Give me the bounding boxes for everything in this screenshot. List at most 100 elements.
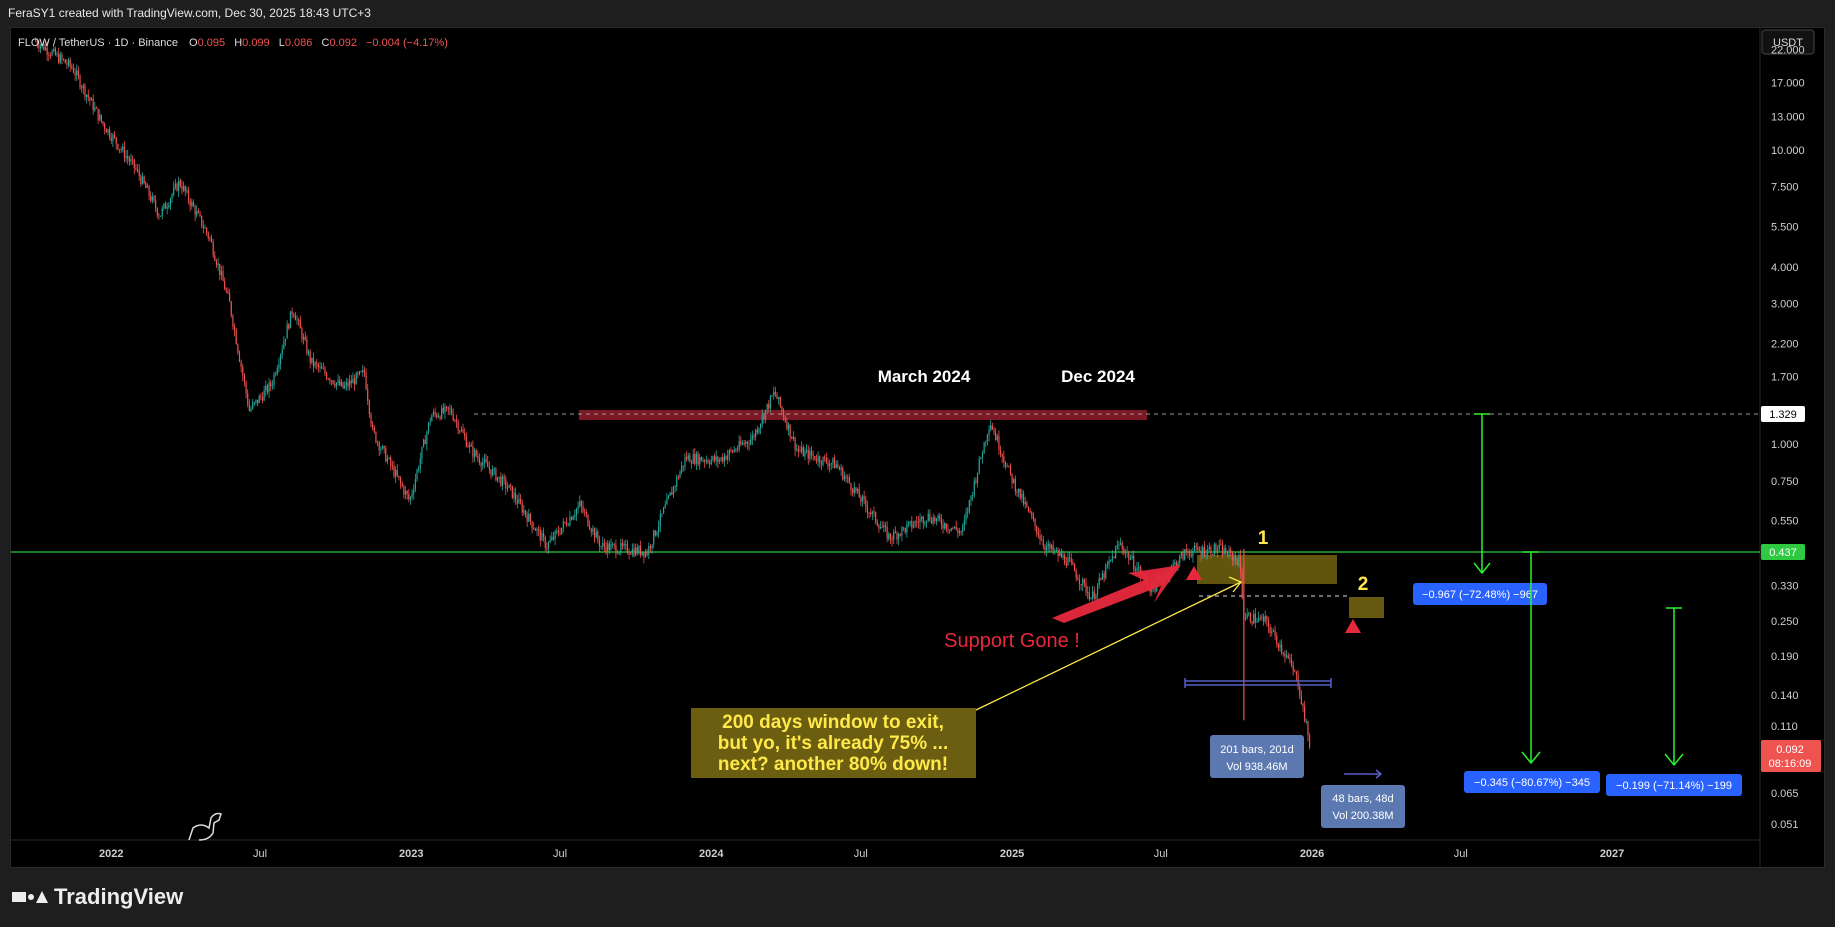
price-tick: 5.500 [1771,221,1799,233]
candle-body [639,546,642,556]
candle-body [621,543,624,546]
warning-marker-1[interactable] [1186,566,1202,580]
candle-body [643,552,645,557]
warning-marker-2[interactable] [1345,619,1361,633]
candle-body [324,368,326,374]
measure-label-3 [1606,774,1742,796]
candle-body [69,59,71,67]
callout-box[interactable]: 200 days window to exit, but yo, it's al… [691,708,976,778]
candle-body [929,513,931,521]
candle-body [736,448,739,451]
candle-body [330,380,333,382]
price-tick: 3.000 [1771,299,1799,311]
price-tick: 0.065 [1771,788,1799,800]
price-tick: 1.700 [1771,371,1799,383]
price-tick: 7.500 [1771,182,1799,194]
callout-connector[interactable] [975,581,1242,711]
candle-body [993,429,995,433]
candle-body [1092,591,1094,598]
candle-body [988,429,990,435]
candle-body [447,406,449,410]
measure-arrow-2[interactable]: −0.345 (−80.67%) −345 [1464,551,1600,793]
candle-body [812,455,814,457]
candle-body [1216,549,1219,552]
candle-body [865,499,867,507]
currency-button[interactable] [1761,29,1815,55]
candle-body [312,357,315,367]
price-tick: 0.330 [1771,581,1799,593]
candle-body [976,472,979,483]
candle-body [593,528,596,538]
candle-body [1085,582,1087,593]
candle-body [773,391,775,396]
candle-body [794,437,796,450]
chart-svg[interactable]: USDT 22.00017.00013.00010.0007.5005.5004… [11,28,1824,867]
price-tick: 0.250 [1771,616,1799,628]
candle-body [1179,555,1181,564]
candle-body [886,526,888,539]
candle-body [1039,535,1041,540]
support-gone-label[interactable]: Support Gone ! [944,630,1080,652]
candle-body [845,476,847,478]
tradingview-brand[interactable]: TradingView [12,884,183,910]
candle-body [1049,543,1051,549]
candle-body [1228,549,1230,557]
candle-body [429,421,431,423]
consolidation-zone-2[interactable] [1349,597,1384,618]
candle-body [498,476,500,478]
candle-body [1238,555,1240,565]
candle-body [396,470,398,476]
candle-body [265,385,267,391]
candle-body [927,513,929,521]
candle-body [1001,454,1003,457]
candle-body [902,527,905,529]
zone-1-label[interactable]: 1 [1258,528,1269,549]
candle-body [658,526,660,532]
candle-body [907,522,910,525]
symbol-legend[interactable]: FLOW / TetherUS · 1D · Binance O0.095 H0… [18,37,448,49]
candle-body [653,530,655,545]
candle-body [309,351,311,363]
candle-body [56,53,58,55]
range-tool-2[interactable]: 48 bars, 48d Vol 200.38M [1321,769,1405,828]
candle-body [1184,549,1186,560]
resistance-price-tag [1761,406,1805,422]
candle-body [365,372,367,390]
range-tool-1[interactable]: 201 bars, 201d Vol 938.46M [1184,678,1332,778]
candle-body [985,441,987,443]
candle-body [600,546,602,547]
price-tick: 0.051 [1771,819,1799,831]
candle-body [490,469,492,476]
zone-2-label[interactable]: 2 [1358,574,1369,595]
candle-body [1021,493,1023,499]
candle-body [552,536,555,540]
consolidation-zone-1[interactable] [1197,555,1337,584]
candle-body [681,465,683,472]
dino-icon[interactable] [188,812,222,841]
dec-2024-label[interactable]: Dec 2024 [1061,367,1135,386]
candle-body [455,420,458,422]
candle-body [1096,585,1099,595]
candle-body [779,397,781,407]
candle-body [598,539,601,547]
candle-body [930,520,933,524]
candle-body [138,169,140,177]
measure-arrow-1[interactable]: −0.967 (−72.48%) −967 [1413,413,1547,605]
candle-body [595,531,597,538]
support-gone-arrow[interactable] [1052,565,1181,623]
candle-body [253,402,255,404]
candle-body [383,446,385,449]
chart-area[interactable]: USDT 22.000 17.000 13.000 10.000 7.500 5.500 4… [10,27,1825,868]
candle-body [935,518,938,522]
candle-body [842,467,844,480]
measure-arrow-3[interactable]: −0.199 (−71.14%) −199 [1606,607,1742,796]
candle-body [810,450,813,456]
candle-body [105,129,107,133]
candle-body [1077,577,1079,581]
candle-series[interactable] [35,37,1311,750]
price-scale[interactable]: USDT 22.00017.00013.00010.0007.5005.5004… [11,28,1815,867]
candle-body [99,114,101,121]
march-2024-label[interactable]: March 2024 [878,367,971,386]
candle-body [511,485,513,498]
resistance-zone[interactable] [579,410,1147,420]
